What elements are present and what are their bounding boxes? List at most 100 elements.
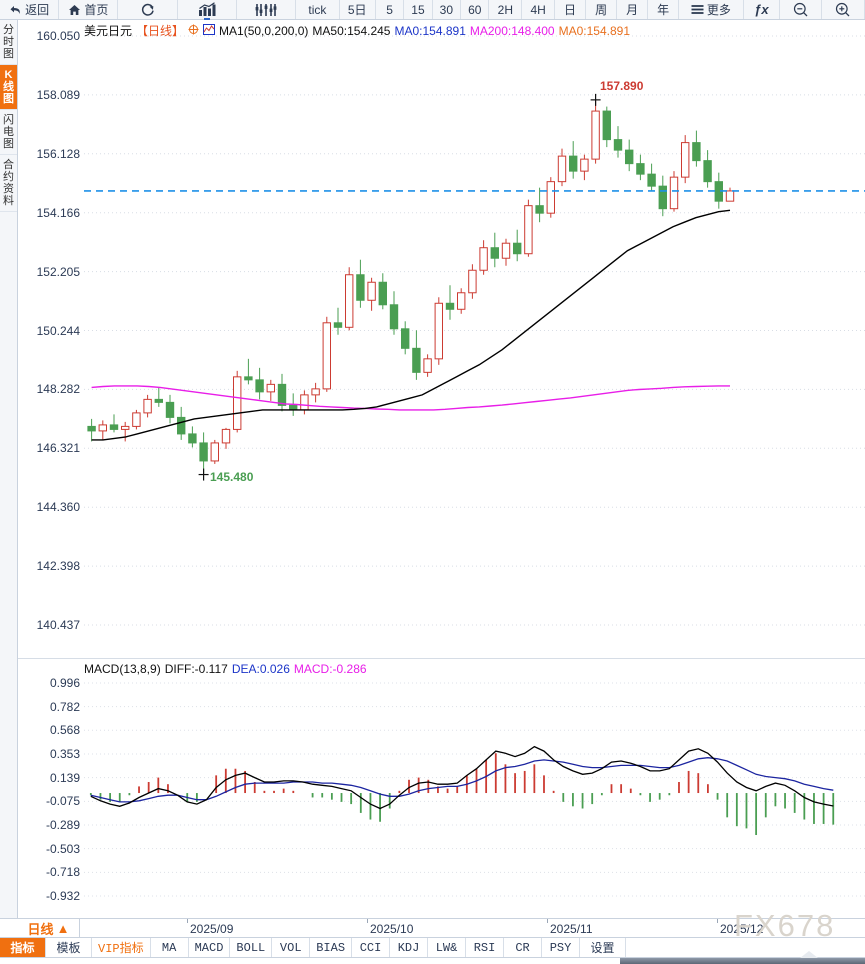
sidebar-item-lightning-label: 闪电图 (3, 114, 14, 150)
axis-tick-label: 0.782 (49, 699, 80, 714)
period-day-button[interactable]: 日 (555, 0, 587, 19)
date-tick-mark (717, 919, 718, 923)
crosshair-icon[interactable] (188, 24, 199, 38)
tab-vol[interactable]: VOL (272, 938, 311, 957)
indicator-button[interactable] (237, 0, 297, 19)
sidebar-item-contract[interactable]: 合约资料 (0, 155, 17, 212)
date-tick-mark (187, 919, 188, 923)
period-2h-button[interactable]: 2H (489, 0, 523, 19)
period-month-button[interactable]: 月 (617, 0, 649, 19)
period-year-button[interactable]: 年 (648, 0, 680, 19)
period-4h-button[interactable]: 4H (522, 0, 556, 19)
period-2h-button-label: 2H (497, 2, 513, 17)
tab-lwr[interactable]: LW& (428, 938, 467, 957)
axis-tick-label: -0.932 (45, 889, 80, 903)
axis-tick-label: 144.360 (36, 500, 80, 515)
macd-dea-value: DEA:0.026 (231, 662, 290, 676)
macd-plot-area[interactable] (84, 660, 865, 918)
zoom-in-button[interactable] (822, 0, 865, 19)
period-60-button-label: 60 (468, 2, 482, 17)
axis-tick-label: 160.050 (36, 29, 80, 43)
date-tick-label: 2025/11 (550, 922, 593, 936)
axis-tick-label: 152.205 (36, 264, 80, 279)
watermark-logo: FX678 (734, 908, 836, 943)
back-arrow-icon (9, 4, 22, 16)
zoom-out-button[interactable] (780, 0, 822, 19)
tab-bias[interactable]: BIAS (310, 938, 353, 957)
period-4h-button-label: 4H (530, 2, 546, 17)
date-tick-label: 2025/10 (370, 922, 414, 936)
tab-macd[interactable]: MACD (189, 938, 231, 957)
bottom-tab-filler (626, 938, 865, 957)
price-svg (84, 35, 865, 626)
function-button[interactable]: ƒx (744, 0, 781, 19)
top-toolbar: 返回 首页 tick 5日 5 15 30 60 2H 4H 日 周 月 年 更多 ƒx (0, 0, 865, 20)
axis-tick-label: 140.437 (36, 618, 80, 632)
period-5d-button-label: 5日 (347, 3, 367, 17)
macd-diff-value: DIFF:-0.117 (164, 662, 228, 676)
horizontal-scrollbar[interactable] (620, 958, 865, 964)
home-button[interactable]: 首页 (59, 0, 119, 19)
axis-tick-label: 154.166 (36, 205, 80, 220)
macd-svg (84, 682, 865, 897)
left-sidebar: 分时图 K线图闪电图合约资料 (0, 20, 18, 930)
axis-tick-label: 0.996 (49, 676, 80, 690)
macd-macd-value: MACD:-0.286 (293, 662, 367, 676)
date-tick-label: 2025/09 (190, 922, 234, 936)
period-day-button-label: 日 (564, 3, 577, 17)
sidebar-item-kline[interactable]: K线图 (0, 65, 17, 110)
price-plot-area[interactable]: 157.890 145.480 (84, 20, 865, 658)
date-tick-mark (367, 919, 368, 923)
scroll-up-arrow-icon[interactable] (800, 951, 818, 958)
tab-kdj[interactable]: KDJ (390, 938, 429, 957)
more-button-label: 更多 (706, 3, 731, 17)
date-tick-mark (547, 919, 548, 923)
axis-tick-label: 0.139 (49, 770, 80, 785)
tab-ma[interactable]: MA (151, 938, 189, 957)
period-5d-button[interactable]: 5日 (340, 0, 376, 19)
tab-psy[interactable]: PSY (542, 938, 581, 957)
ma50-value: MA50:154.245 (312, 23, 391, 38)
axis-tick-label: 158.089 (36, 87, 80, 102)
sidebar-item-timeshare[interactable]: 分时图 (0, 20, 17, 65)
tab-cci[interactable]: CCI (352, 938, 391, 957)
more-button[interactable]: 更多 (679, 0, 744, 19)
sidebar-item-timeshare-label: 分时图 (3, 24, 14, 60)
tab-boll[interactable]: BOLL (230, 938, 273, 957)
tab-template[interactable]: 模板 (46, 938, 92, 957)
indicator-icon[interactable] (203, 23, 216, 38)
period-tag: 【日线】 (136, 24, 185, 38)
timeframe-badge[interactable]: 日线 ▲ (18, 919, 80, 938)
period-15-button[interactable]: 15 (404, 0, 433, 19)
macd-title: MACD(13,8,9) (84, 662, 161, 676)
axis-tick-label: 0.568 (49, 723, 80, 738)
period-15-button-label: 15 (411, 2, 425, 17)
period-5-button[interactable]: 5 (376, 0, 405, 19)
tab-settings[interactable]: 设置 (580, 938, 627, 957)
zoom-out-icon (793, 2, 808, 17)
sidebar-item-lightning[interactable]: 闪电图 (0, 110, 17, 155)
triangle-up-icon: ▲ (56, 921, 70, 936)
tab-indicator[interactable]: 指标 (0, 938, 46, 957)
tab-cr[interactable]: CR (504, 938, 543, 957)
period-week-button-label: 周 (595, 3, 608, 17)
refresh-button[interactable] (118, 0, 178, 19)
ma-indicator-label: MA1(50,0,200,0) (219, 23, 309, 38)
macd-chart-pane[interactable]: MACD(13,8,9) DIFF:-0.117 DEA:0.026 MACD:… (18, 660, 865, 918)
refresh-icon (140, 3, 156, 17)
ma200-value: MA200:148.400 (469, 23, 555, 38)
period-week-button[interactable]: 周 (586, 0, 618, 19)
ma0-value-b: MA0:154.891 (558, 23, 630, 38)
period-30-button[interactable]: 30 (433, 0, 462, 19)
price-legend: 美元日元 【日线】 MA1(50,0,200,0) MA50:154.245 MA… (84, 22, 630, 39)
tab-vip-indicator[interactable]: VIP指标 (92, 938, 151, 957)
tab-rsi[interactable]: RSI (466, 938, 505, 957)
price-chart-pane[interactable]: 美元日元 【日线】 MA1(50,0,200,0) MA50:154.245 MA… (18, 20, 865, 659)
sidebar-item-kline-label: K线图 (3, 69, 14, 105)
period-year-button-label: 年 (657, 3, 670, 17)
period-60-button[interactable]: 60 (461, 0, 490, 19)
back-button[interactable]: 返回 (0, 0, 60, 19)
chart-type-button[interactable] (178, 0, 237, 20)
tick-button[interactable]: tick (296, 0, 340, 19)
date-tick-label: 2025/12 (720, 922, 764, 936)
